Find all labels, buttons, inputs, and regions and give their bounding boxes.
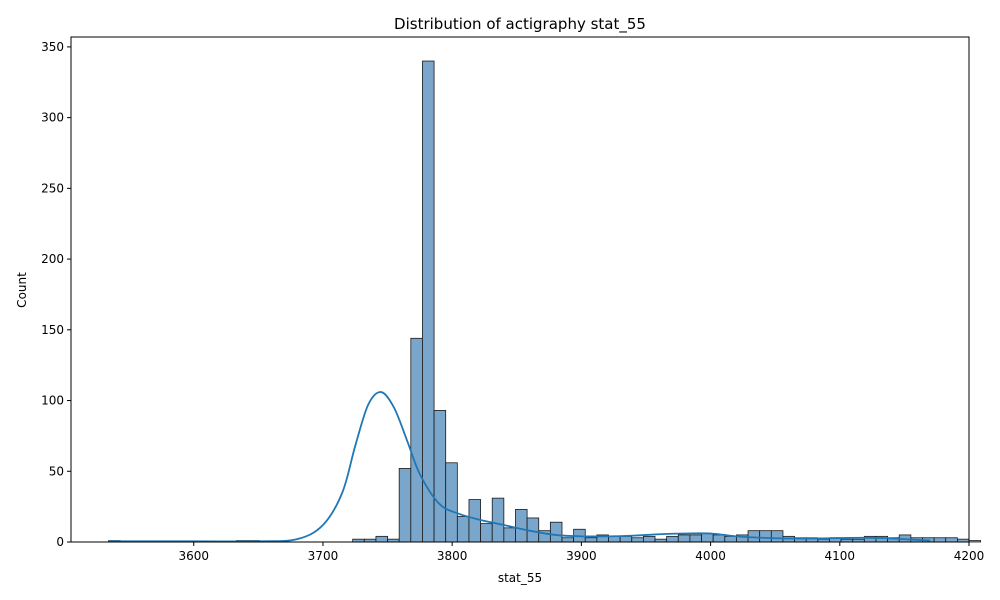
histogram-bar xyxy=(677,534,691,543)
y-axis-label: Count xyxy=(15,272,29,308)
y-tick-label: 300 xyxy=(41,111,64,125)
plot-frame xyxy=(70,36,970,543)
histogram-bar xyxy=(422,60,435,543)
histogram-bar xyxy=(945,537,958,543)
histogram-bar xyxy=(433,410,447,543)
histogram-bar xyxy=(712,534,726,543)
histogram-bar xyxy=(584,537,598,543)
bars-group xyxy=(108,60,982,543)
histogram-bar xyxy=(642,535,656,543)
histogram-bar xyxy=(549,521,563,543)
histogram-bar xyxy=(631,537,644,543)
x-tick-label: 4100 xyxy=(825,549,856,563)
histogram-bar xyxy=(666,535,679,543)
histogram-bar xyxy=(468,499,481,543)
histogram-bar xyxy=(410,337,423,543)
x-axis-ticks: 3600 3700 3800 3900 4000 4100 4200 xyxy=(178,542,984,563)
y-tick-label: 200 xyxy=(41,252,64,266)
histogram-bar xyxy=(701,533,714,543)
y-tick-label: 100 xyxy=(41,394,64,408)
histogram-bar xyxy=(561,537,575,543)
x-tick-label: 3700 xyxy=(308,549,339,563)
histogram-bar xyxy=(933,537,947,543)
y-tick-label: 350 xyxy=(41,40,64,54)
histogram-bar xyxy=(770,530,784,543)
histogram-bar xyxy=(398,468,412,543)
y-tick-label: 0 xyxy=(56,535,64,549)
y-tick-label: 150 xyxy=(41,323,64,337)
histogram-bar xyxy=(375,535,388,543)
x-tick-label: 3800 xyxy=(437,549,468,563)
kde-curve xyxy=(108,391,931,543)
histogram-bar xyxy=(515,509,528,543)
histogram-bar xyxy=(619,535,633,543)
y-axis-ticks: 0 50 100 150 200 250 300 350 xyxy=(41,40,71,549)
x-tick-label: 4000 xyxy=(695,549,726,563)
histogram-bar xyxy=(503,527,516,543)
chart-title: Distribution of actigraphy stat_55 xyxy=(394,15,646,34)
histogram-bar xyxy=(724,535,737,543)
histogram-bar xyxy=(968,540,982,543)
histogram-bar xyxy=(480,523,493,543)
y-tick-label: 50 xyxy=(49,464,64,478)
x-tick-label: 4200 xyxy=(954,549,985,563)
histogram-bar xyxy=(456,516,470,543)
histogram-bar xyxy=(445,462,458,543)
histogram-bar xyxy=(759,530,772,543)
histogram-bar xyxy=(491,497,505,543)
y-tick-label: 250 xyxy=(41,181,64,195)
x-tick-label: 3600 xyxy=(178,549,209,563)
x-axis-label: stat_55 xyxy=(498,571,542,585)
x-tick-label: 3900 xyxy=(566,549,597,563)
histogram-bar xyxy=(689,534,702,543)
